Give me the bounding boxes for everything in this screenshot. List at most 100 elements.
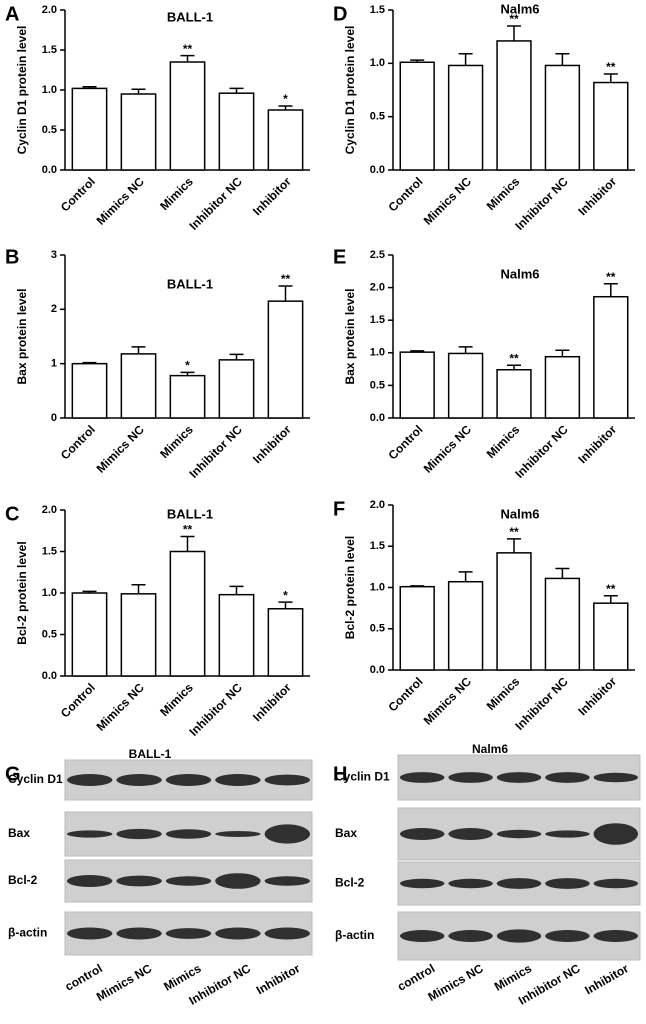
error-bar: [278, 105, 293, 110]
blot-lane-label: Inhibitor: [582, 961, 631, 997]
blot-row-label: β-actin: [335, 928, 374, 942]
y-tick-label: 0.5: [42, 628, 57, 640]
y-tick-label: 1.5: [42, 44, 57, 56]
chart-title: BALL-1: [167, 506, 213, 521]
y-axis-label: Bcl-2 protein level: [15, 541, 29, 644]
blot-band: [399, 772, 445, 783]
blot-band: [593, 878, 639, 889]
y-tick-label: 0: [51, 412, 57, 424]
error-bar: [180, 371, 195, 376]
y-axis-label: Bax protein level: [15, 288, 29, 384]
bar: [593, 81, 629, 171]
chart-title: BALL-1: [167, 9, 213, 24]
bar: [120, 593, 157, 677]
significance-label: **: [509, 12, 519, 26]
bar: [120, 353, 157, 419]
blot-lane-label: Inhibitor: [254, 961, 303, 997]
x-tick-label: Inhibitor NC: [512, 174, 571, 233]
y-tick-label: 1: [51, 358, 57, 370]
x-tick-label: Mimics NC: [421, 174, 475, 228]
panel-label: B: [5, 246, 19, 268]
panel-label: C: [5, 503, 19, 525]
blot-band: [165, 876, 212, 886]
y-tick-label: 2.0: [42, 504, 57, 516]
significance-label: **: [183, 42, 193, 56]
bar: [496, 369, 532, 419]
error-bar: [507, 538, 521, 553]
error-bar: [131, 583, 146, 594]
bar: [399, 61, 435, 171]
y-tick-label: 1.0: [42, 587, 57, 599]
y-tick-label: 0.5: [370, 379, 385, 391]
bar: [447, 580, 484, 671]
blot-row-label: Bcl-2: [335, 876, 365, 890]
x-tick-label: Control: [58, 174, 98, 214]
x-tick-label: Inhibitor: [250, 680, 294, 724]
blot-band: [215, 831, 261, 837]
blot-band: [399, 930, 445, 942]
y-tick-label: 3: [51, 249, 57, 261]
bar: [593, 602, 629, 671]
x-tick-label: Inhibitor NC: [186, 680, 245, 739]
y-tick-label: 0.0: [370, 664, 385, 676]
x-tick-label: Mimics: [157, 174, 196, 213]
error-bar: [603, 73, 618, 83]
y-tick-label: 0.0: [370, 412, 385, 424]
y-tick-label: 2: [51, 303, 57, 315]
error-bar: [410, 585, 425, 587]
panel-label: G: [5, 763, 21, 785]
blot-row-label: Cyclin D1: [335, 770, 390, 784]
blot-band: [165, 928, 212, 939]
blot-band: [66, 927, 113, 940]
blot-band: [116, 774, 162, 786]
x-tick-label: Mimics: [484, 422, 523, 461]
blot-band: [545, 878, 590, 889]
error-bar: [82, 86, 97, 89]
bar: [496, 40, 532, 171]
significance-label: *: [283, 92, 288, 106]
bar: [447, 64, 484, 171]
blot-lane-label: Mimics NC: [426, 961, 486, 1004]
x-tick-label: Control: [58, 422, 98, 462]
error-bar: [229, 87, 244, 94]
blot-title: Nalm6: [472, 742, 508, 756]
error-bar: [410, 350, 425, 353]
blot-band: [593, 772, 639, 783]
y-axis-label: Bax protein level: [343, 288, 357, 384]
error-bar: [180, 54, 195, 62]
blot-band: [264, 824, 311, 844]
bar: [399, 351, 435, 419]
blot-band: [593, 930, 639, 942]
x-tick-label: Control: [386, 422, 426, 462]
significance-label: **: [509, 525, 519, 539]
bar: [71, 87, 108, 171]
significance-label: *: [185, 359, 190, 373]
x-tick-label: Inhibitor NC: [186, 174, 245, 233]
error-bar: [458, 52, 473, 66]
bar: [169, 61, 206, 171]
significance-label: **: [606, 582, 616, 596]
x-tick-label: Inhibitor: [575, 674, 619, 718]
blot-title: BALL-1: [129, 747, 172, 761]
y-tick-label: 0.0: [42, 164, 57, 176]
bar: [71, 592, 108, 677]
error-bar: [229, 585, 244, 595]
error-bar: [555, 567, 570, 579]
y-tick-label: 0.0: [370, 164, 385, 176]
x-tick-label: Mimics NC: [94, 680, 148, 734]
blot-band: [66, 830, 113, 838]
x-tick-label: Mimics NC: [94, 174, 148, 228]
blot-band: [593, 823, 639, 845]
x-tick-label: Mimics: [157, 422, 196, 461]
error-bar: [229, 353, 244, 360]
blot-row-label: Cyclin D1: [8, 772, 63, 786]
x-tick-label: Mimics NC: [421, 674, 475, 728]
x-tick-label: Mimics: [157, 680, 196, 719]
significance-label: *: [283, 588, 288, 602]
blot-band: [448, 772, 493, 783]
y-axis-label: Cyclin D1 protein level: [15, 26, 29, 155]
y-tick-label: 1.0: [42, 84, 57, 96]
blot-band: [215, 873, 261, 889]
error-bar: [131, 346, 146, 354]
